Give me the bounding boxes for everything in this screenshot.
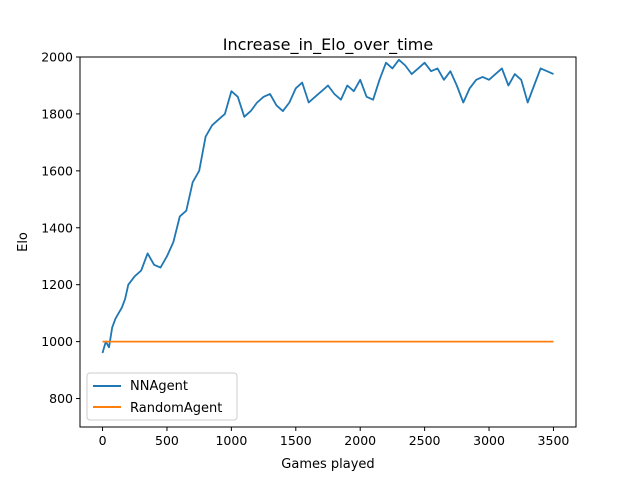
y-tick-label: 2000: [41, 50, 73, 65]
plot-area: [79, 56, 577, 428]
y-tick-label: 1000: [41, 334, 73, 349]
x-tick-label: 500: [155, 433, 179, 448]
y-tick-label: 1400: [41, 220, 73, 235]
legend-label-randomagent: RandomAgent: [130, 401, 222, 416]
plot-background: [80, 57, 576, 427]
legend: NNAgent RandomAgent: [86, 372, 238, 421]
x-tick-label: 0: [99, 433, 107, 448]
x-tick-label: 2000: [344, 433, 376, 448]
y-tick-label: 1200: [41, 277, 73, 292]
chart-title: Increase_in_Elo_over_time: [223, 35, 433, 55]
plot-frame: [79, 56, 577, 428]
series-line-nnagent: [101, 58, 554, 354]
x-tick-label: 2500: [409, 433, 441, 448]
x-tick-label: 3500: [538, 433, 570, 448]
series-layer: [101, 58, 554, 354]
x-axis-ticks: 0 500 1000 1500 2000 2500 3000 3500: [99, 427, 570, 448]
y-tick-label: 1800: [41, 106, 73, 121]
y-tick-label: 1600: [41, 163, 73, 178]
y-axis-ticks: 800 1000 1200 1400 1600 1800 2000: [41, 50, 80, 406]
x-tick-label: 1500: [280, 433, 312, 448]
legend-box: [86, 372, 238, 421]
y-tick-label: 800: [49, 391, 73, 406]
x-axis-label: Games played: [281, 457, 374, 472]
legend-label-nnagent: NNAgent: [130, 379, 188, 394]
x-tick-label: 3000: [473, 433, 505, 448]
x-tick-label: 1000: [215, 433, 247, 448]
y-axis-label: Elo: [16, 232, 31, 252]
